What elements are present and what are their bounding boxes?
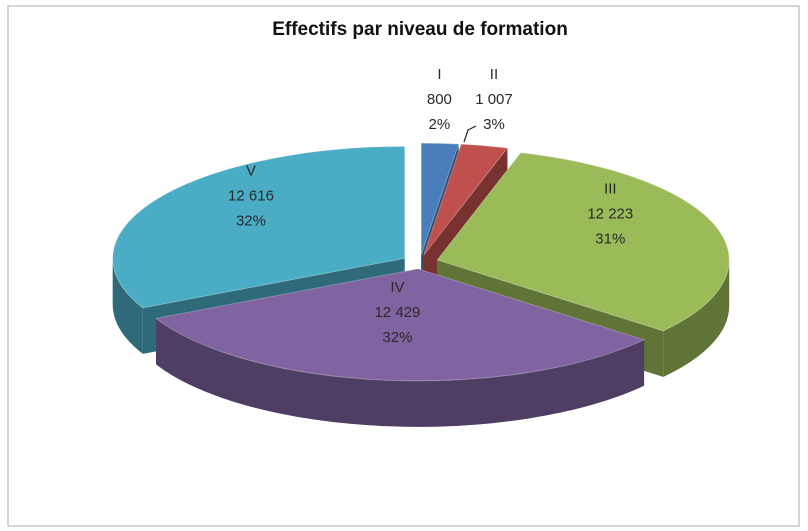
value-label: 12 429 [374,304,420,321]
category-label: II [490,66,498,83]
category-label: I [437,66,441,83]
category-label: III [604,181,617,198]
percent-label: 2% [429,116,451,133]
slice-wall-shade [112,258,143,354]
slice-wall-shade [156,318,645,427]
slice-wall [112,258,143,354]
slice [154,268,646,382]
slice [420,142,460,256]
value-label: 1 007 [475,91,513,108]
category-label: V [246,163,256,180]
percent-label: 32% [382,329,412,346]
leader-line [463,125,477,143]
value-label: 800 [427,91,452,108]
percent-label: 31% [595,231,625,248]
chart-title: Effectifs par niveau de formation [272,19,568,40]
slice-wall-shade [663,259,730,377]
percent-label: 3% [483,116,505,133]
percent-label: 32% [236,213,266,230]
category-label: IV [390,279,404,296]
slice [112,145,406,309]
value-label: 12 616 [228,188,274,205]
value-label: 12 223 [587,206,633,223]
labels: I 800 2% II 1 007 3% III 12 223 31% IV 12 429 32% V 1… [228,66,633,346]
slice [436,152,730,332]
slice [423,143,509,256]
slice-wall [156,318,645,427]
pie [112,142,730,427]
slice-wall [663,259,730,377]
